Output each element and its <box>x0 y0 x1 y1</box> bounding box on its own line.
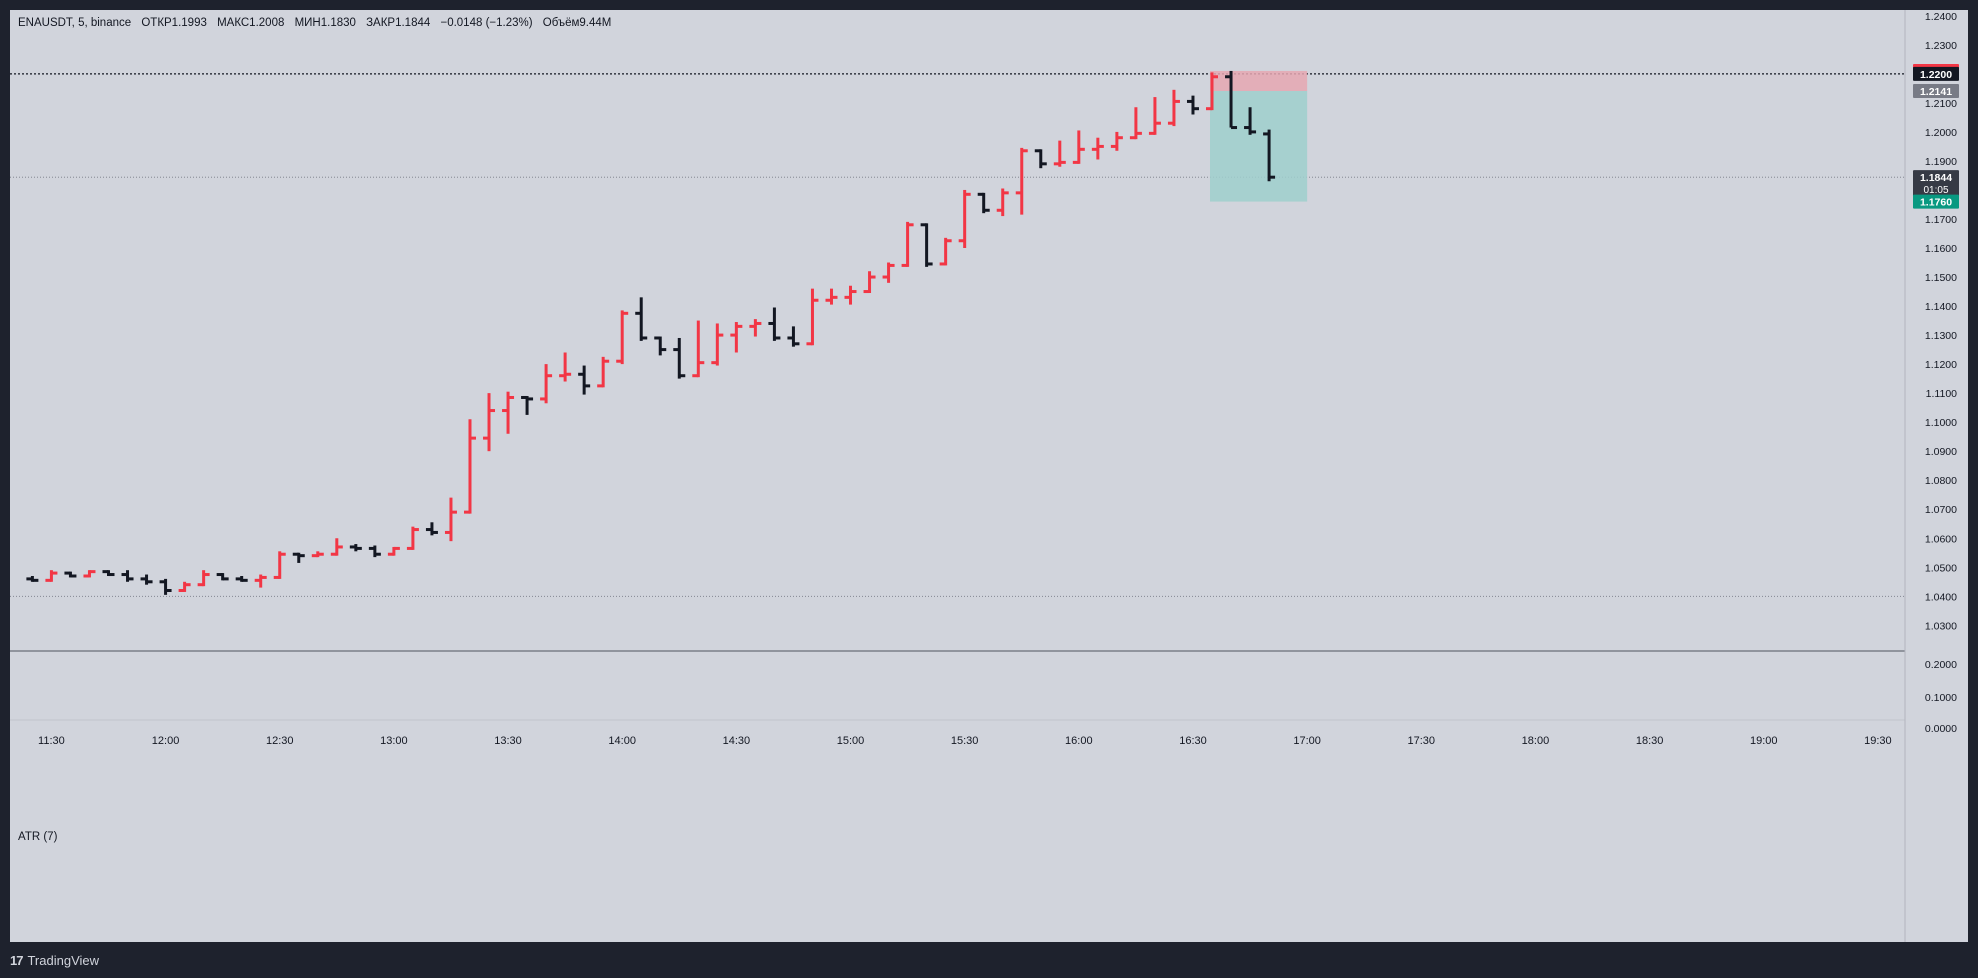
legend-high: МАКС1.2008 <box>217 17 285 29</box>
y-tick-label: 1.0300 <box>1925 620 1957 632</box>
price-tag-last <box>1913 170 1959 197</box>
footer: 17 TradingView <box>10 948 99 972</box>
price-tag-label: 1.2141 <box>1920 86 1952 98</box>
x-tick-label: 15:00 <box>837 735 865 747</box>
price-tag-entry <box>1913 83 1959 98</box>
y-tick-label: 1.2400 <box>1925 11 1957 23</box>
legend-volume: Объём9.44M <box>542 17 612 29</box>
price-tag-label: 1.2200 <box>1920 69 1952 81</box>
y-tick-label: 1.0600 <box>1925 533 1957 545</box>
y-tick-label: 1.1400 <box>1925 301 1957 313</box>
x-tick-label: 19:30 <box>1864 735 1892 747</box>
x-tick-label: 17:00 <box>1293 735 1321 747</box>
legend-close: ЗАКР1.1844 <box>366 17 431 29</box>
atr-tick-label: 0.0000 <box>1925 723 1957 735</box>
y-tick-label: 1.0500 <box>1925 562 1957 574</box>
y-tick-label: 1.0800 <box>1925 475 1957 487</box>
price-tag-line <box>1913 66 1959 81</box>
chart-frame[interactable]: 1.2400 1.2300 1.2200 1.2100 1.2000 1.1900 1.18… <box>10 10 1968 942</box>
y-tick-label: 1.0700 <box>1925 504 1957 516</box>
legend-open: ОТКР1.1993 <box>141 17 207 29</box>
price-tag-target <box>1913 194 1959 209</box>
y-tick-label: 1.1500 <box>1925 272 1957 284</box>
y-tick-label: 1.2000 <box>1925 127 1957 139</box>
y-tick-label: 1.2300 <box>1925 40 1957 52</box>
atr-tick-label: 0.1000 <box>1925 692 1957 704</box>
price-tag-label: 1.1760 <box>1920 197 1952 209</box>
x-tick-label: 13:30 <box>494 735 522 747</box>
y-tick-label: 1.1700 <box>1925 214 1957 226</box>
legend-symbol[interactable]: ENAUSDT, 5, binance <box>18 17 132 29</box>
x-tick-label: 19:00 <box>1750 735 1778 747</box>
price-tag-label: 1.1844 <box>1920 172 1952 184</box>
symbol-legend: ENAUSDT, 5, binance ОТКР1.1993 МАКС1.200… <box>18 17 618 29</box>
countdown-label: 01:05 <box>1923 185 1948 196</box>
stop-zone <box>1210 70 1308 91</box>
y-tick-label: 1.1600 <box>1925 243 1957 255</box>
y-tick-label: 1.1900 <box>1925 156 1957 168</box>
y-tick-label: 1.1000 <box>1925 417 1957 429</box>
y-tick-label: 1.1200 <box>1925 359 1957 371</box>
x-tick-label: 12:30 <box>266 735 294 747</box>
x-tick-label: 18:30 <box>1636 735 1664 747</box>
x-tick-label: 14:30 <box>723 735 751 747</box>
x-tick-label: 17:30 <box>1408 735 1436 747</box>
tradingview-logo-icon[interactable]: 17 <box>10 952 24 968</box>
x-tick-label: 13:00 <box>380 735 408 747</box>
atr-tick-label: 0.2000 <box>1925 659 1957 671</box>
y-tick-label: 1.0900 <box>1925 446 1957 458</box>
y-tick-label: 1.1300 <box>1925 330 1957 342</box>
legend-change: −0.0148 (−1.23%) <box>440 17 533 29</box>
y-tick-label: 1.0400 <box>1925 591 1957 603</box>
y-tick-label: 1.1100 <box>1926 388 1957 400</box>
atr-indicator-label[interactable]: ATR (7) <box>18 831 58 843</box>
legend-low: МИН1.1830 <box>294 17 356 29</box>
brand-name[interactable]: TradingView <box>27 952 100 968</box>
x-tick-label: 16:30 <box>1179 735 1207 747</box>
x-tick-label: 16:00 <box>1065 735 1093 747</box>
x-tick-label: 12:00 <box>152 735 180 747</box>
x-tick-label: 15:30 <box>951 735 979 747</box>
chart-canvas[interactable]: 1.2400 1.2300 1.2200 1.2100 1.2000 1.1900 1.18… <box>10 10 1968 942</box>
x-tick-label: 14:00 <box>608 735 636 747</box>
x-tick-label: 18:00 <box>1522 735 1550 747</box>
x-tick-label: 11:30 <box>38 735 65 747</box>
target-zone <box>1210 90 1308 202</box>
y-tick-label: 1.2100 <box>1925 98 1957 110</box>
